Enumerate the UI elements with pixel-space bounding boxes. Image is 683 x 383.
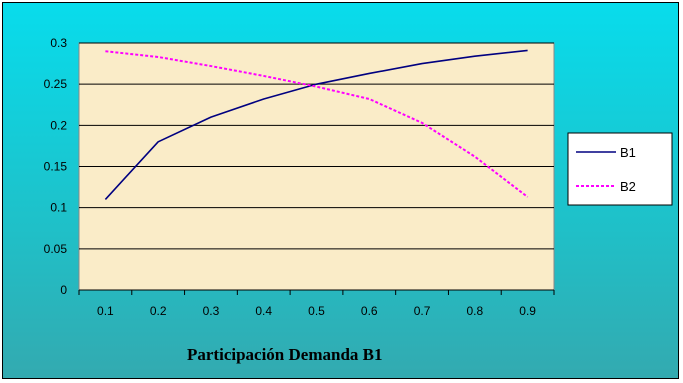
x-tick-label: 0.7 xyxy=(414,304,431,318)
series-lines xyxy=(104,49,529,200)
x-axis: 0.1 0.2 0.3 0.4 0.5 0.6 0.7 0.8 0.9 xyxy=(78,290,555,318)
x-tick-label: 0.6 xyxy=(361,304,378,318)
x-tick-label: 0.4 xyxy=(255,304,272,318)
legend: B1 B2 xyxy=(567,132,673,206)
x-tick-label: 0.9 xyxy=(519,304,536,318)
y-tick-label: 0.25 xyxy=(44,77,68,91)
y-tick-label: 0.3 xyxy=(50,36,67,50)
y-tick-label: 0.15 xyxy=(44,160,68,174)
series-line-b1 xyxy=(104,49,528,200)
line-chart: 00.050.10.150.20.250.3 0.1 0.2 0.3 0.4 0.5 0.… xyxy=(44,36,673,364)
x-tick-label: 0.2 xyxy=(150,304,167,318)
y-tick-label: 0.1 xyxy=(50,201,67,215)
x-axis-title: Participación Demanda B1 xyxy=(187,345,383,364)
y-axis: 0 0.05 0.1 0.15 0.2 0.25 0.3 xyxy=(44,36,68,297)
y-tick-label: 0.2 xyxy=(50,118,67,132)
y-tick-label: 0 xyxy=(60,283,67,297)
legend-label-b1: B1 xyxy=(620,145,636,160)
series-line-b2 xyxy=(105,50,529,198)
x-tick-label: 0.5 xyxy=(308,304,325,318)
x-tick-label: 0.8 xyxy=(466,304,483,318)
chart-area: 0 0.05 0.1 0.15 0.2 0.25 0.3 0.1 0.2 0.3 0.4 0.5 0.… xyxy=(2,2,679,379)
x-tick-label: 0.3 xyxy=(203,304,220,318)
y-tick-label: 0.05 xyxy=(44,242,68,256)
x-tick-label: 0.1 xyxy=(97,304,114,318)
legend-label-b2: B2 xyxy=(620,179,636,194)
legend-box xyxy=(567,132,673,206)
